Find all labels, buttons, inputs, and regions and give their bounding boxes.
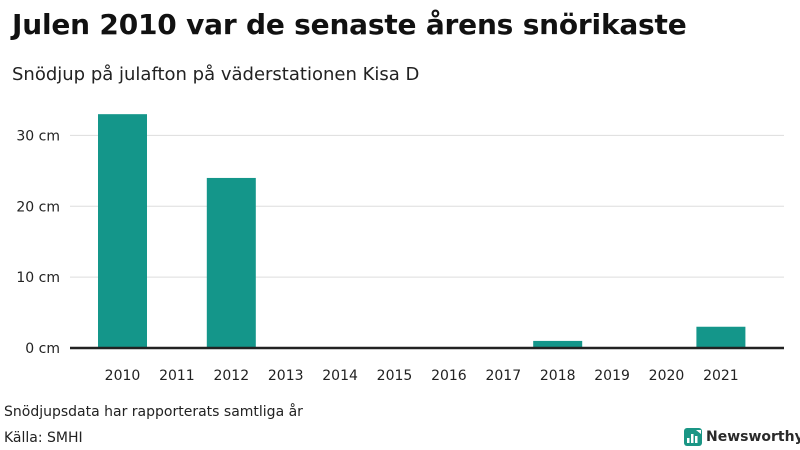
chart-subtitle: Snödjup på julafton på väderstationen Ki… [12, 64, 420, 85]
bar-2010 [98, 114, 147, 349]
y-axis-ticks: 0 cm 10 cm 20 cm 30 cm [16, 128, 60, 357]
x-tick-label: 2017 [485, 368, 521, 384]
bar-chart-logo-icon [684, 428, 702, 446]
y-tick-label: 20 cm [16, 199, 60, 215]
bars [98, 114, 746, 349]
y-tick-label: 10 cm [16, 270, 60, 286]
x-tick-label: 2020 [649, 368, 685, 384]
x-tick-label: 2010 [105, 368, 141, 384]
brand-logo[interactable]: Newsworthy [684, 428, 800, 446]
x-axis-ticks: 2010 2011 2012 2013 2014 2015 2016 2017 2018 2019… [105, 368, 739, 384]
x-tick-label: 2015 [377, 368, 413, 384]
source-label: Källa: SMHI [4, 430, 83, 446]
x-tick-label: 2014 [322, 368, 358, 384]
y-tick-label: 0 cm [25, 341, 60, 357]
data-note: Snödjupsdata har rapporterats samtliga å… [4, 404, 303, 420]
bar-2021 [696, 326, 746, 348]
brand-name: Newsworthy [706, 429, 800, 445]
chart-title: Julen 2010 var de senaste årens snörikas… [12, 8, 687, 41]
x-tick-label: 2012 [213, 368, 249, 384]
grid-lines [70, 134, 784, 278]
x-tick-label: 2018 [540, 368, 576, 384]
x-tick-label: 2019 [594, 368, 630, 384]
bar-2012 [206, 177, 256, 348]
bar-chart: 0 cm 10 cm 20 cm 30 cm 2010 2011 2012 2013 2014… [16, 114, 784, 384]
x-tick-label: 2011 [159, 368, 195, 384]
x-tick-label: 2013 [268, 368, 304, 384]
bar-2018 [533, 340, 583, 348]
y-tick-label: 30 cm [16, 128, 60, 144]
x-tick-label: 2021 [703, 368, 739, 384]
x-tick-label: 2016 [431, 368, 467, 384]
